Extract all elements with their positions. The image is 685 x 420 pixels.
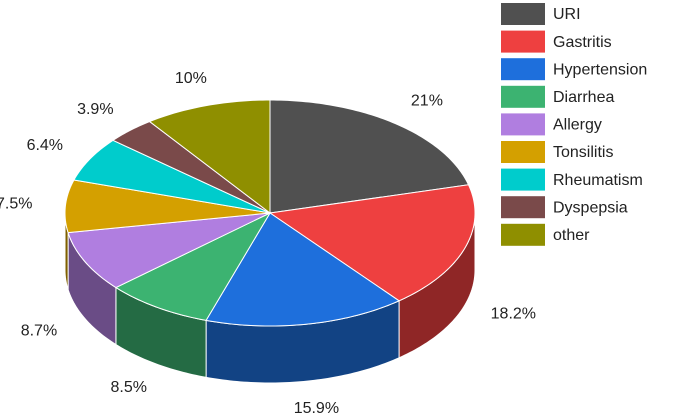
- legend-label: other: [553, 227, 590, 244]
- data-label: 3.9%: [77, 101, 113, 118]
- legend-label: URI: [553, 6, 581, 23]
- legend-label: Hypertension: [553, 61, 647, 78]
- legend-swatch: [501, 168, 545, 191]
- data-label: 8.5%: [111, 379, 147, 396]
- legend-swatch: [501, 30, 545, 53]
- legend-label: Tonsilitis: [553, 144, 613, 161]
- legend-swatch: [501, 223, 545, 246]
- legend-swatch: [501, 196, 545, 219]
- pie-slice: [64, 179, 271, 234]
- legend-label: Allergy: [553, 117, 602, 134]
- legend-swatch: [501, 141, 545, 163]
- pie-slice: [73, 139, 271, 214]
- data-label: 8.7%: [21, 322, 57, 339]
- legend-swatch: [501, 85, 545, 108]
- data-label: 18.2%: [491, 305, 536, 322]
- pie-slice: [148, 99, 271, 215]
- pie-slice: [269, 99, 470, 214]
- pie-slice: [67, 212, 271, 289]
- legend-swatch: [501, 58, 545, 81]
- pie-slice: [205, 212, 401, 327]
- legend-swatch: [501, 113, 545, 136]
- legend-swatch: [501, 3, 545, 25]
- pie-slice: [268, 184, 476, 302]
- data-label: 21%: [411, 93, 443, 110]
- legend-label: Gastritis: [553, 34, 612, 51]
- pie-slice: [114, 211, 272, 321]
- legend-label: Diarrhea: [553, 89, 614, 106]
- data-label: 15.9%: [294, 400, 339, 417]
- pie-slice: [111, 120, 271, 214]
- data-label: 7.5%: [0, 196, 32, 213]
- legend-label: Dyspepsia: [553, 199, 628, 216]
- legend-label: Rheumatism: [553, 172, 643, 189]
- data-label: 10%: [175, 70, 207, 87]
- data-label: 6.4%: [27, 137, 63, 154]
